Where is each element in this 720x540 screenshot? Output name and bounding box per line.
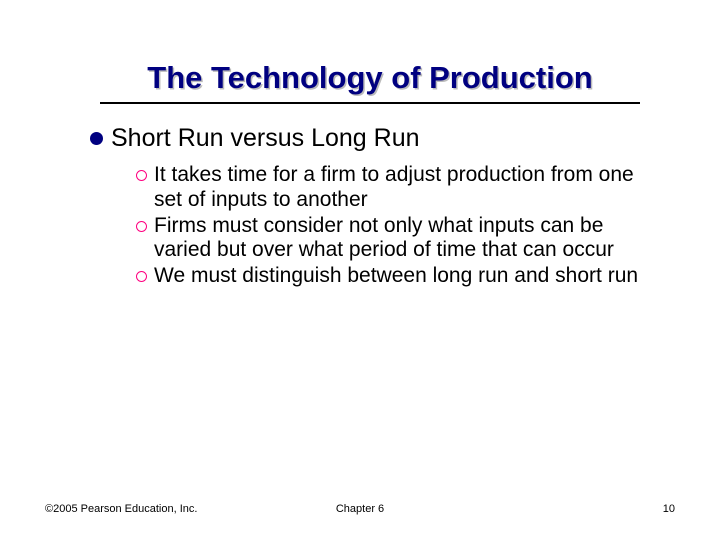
slide-footer: ©2005 Pearson Education, Inc. Chapter 6 … — [0, 503, 720, 515]
open-circle-bullet-icon — [136, 221, 147, 232]
open-circle-bullet-icon — [136, 170, 147, 181]
footer-chapter: Chapter 6 — [336, 503, 384, 515]
list-item: It takes time for a firm to adjust produ… — [136, 163, 640, 213]
bullet-list: It takes time for a firm to adjust produ… — [136, 163, 640, 289]
list-item-text: Firms must consider not only what inputs… — [154, 214, 640, 264]
footer-page-number: 10 — [663, 503, 675, 515]
footer-copyright: ©2005 Pearson Education, Inc. — [45, 503, 197, 515]
disc-bullet-icon — [90, 132, 103, 145]
slide-container: The Technology of Production Short Run v… — [0, 0, 720, 540]
open-circle-bullet-icon — [136, 271, 147, 282]
heading-row: Short Run versus Long Run — [90, 124, 640, 153]
list-item: We must distinguish between long run and… — [136, 264, 640, 289]
list-item-text: It takes time for a firm to adjust produ… — [154, 163, 640, 213]
list-item: Firms must consider not only what inputs… — [136, 214, 640, 264]
title-underline — [100, 102, 640, 104]
heading-text: Short Run versus Long Run — [111, 124, 420, 153]
slide-title: The Technology of Production — [100, 60, 640, 102]
list-item-text: We must distinguish between long run and… — [154, 264, 638, 289]
